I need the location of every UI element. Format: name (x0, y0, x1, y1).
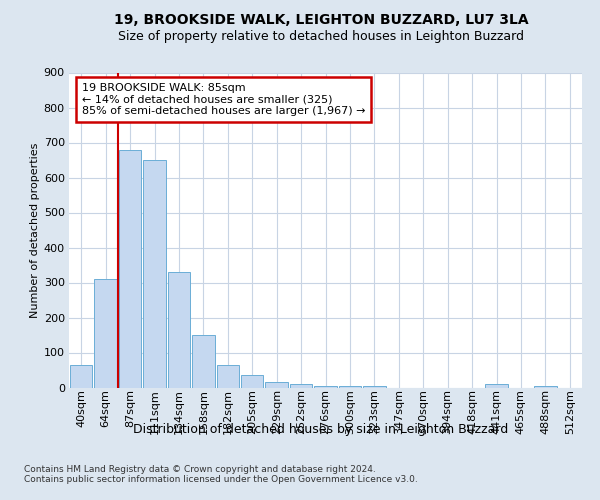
Bar (241, 375, 263, 388)
Bar (143, 160, 166, 388)
Bar (534, 386, 557, 388)
Bar (192, 335, 215, 388)
Bar (290, 384, 313, 388)
Text: 19, BROOKSIDE WALK, LEIGHTON BUZZARD, LU7 3LA: 19, BROOKSIDE WALK, LEIGHTON BUZZARD, LU… (113, 12, 529, 26)
Text: 19 BROOKSIDE WALK: 85sqm
← 14% of detached houses are smaller (325)
85% of semi-: 19 BROOKSIDE WALK: 85sqm ← 14% of detach… (82, 83, 365, 116)
Bar (338, 386, 361, 388)
Y-axis label: Number of detached properties: Number of detached properties (29, 142, 40, 318)
Bar (167, 272, 190, 388)
Bar (363, 386, 386, 388)
Text: Contains HM Land Registry data © Crown copyright and database right 2024.
Contai: Contains HM Land Registry data © Crown c… (24, 465, 418, 484)
Bar (119, 150, 142, 388)
Bar (94, 279, 117, 388)
Bar (70, 365, 92, 388)
Text: Distribution of detached houses by size in Leighton Buzzard: Distribution of detached houses by size … (133, 422, 509, 436)
Text: Size of property relative to detached houses in Leighton Buzzard: Size of property relative to detached ho… (118, 30, 524, 43)
Bar (314, 386, 337, 388)
Bar (485, 384, 508, 388)
Bar (265, 382, 288, 388)
Bar (217, 365, 239, 388)
